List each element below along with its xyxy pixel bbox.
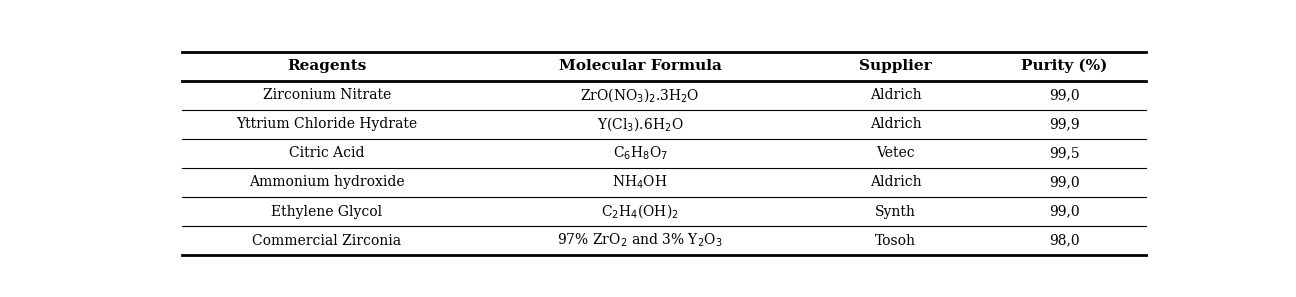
Text: Aldrich: Aldrich [870,117,921,131]
Text: Tosoh: Tosoh [875,234,916,248]
Text: C$_6$H$_8$O$_7$: C$_6$H$_8$O$_7$ [613,145,667,162]
Text: 99,0: 99,0 [1048,205,1080,219]
Text: 97% ZrO$_2$ and 3% Y$_2$O$_3$: 97% ZrO$_2$ and 3% Y$_2$O$_3$ [557,232,723,249]
Text: Ammonium hydroxide: Ammonium hydroxide [249,176,404,189]
Text: 98,0: 98,0 [1048,234,1080,248]
Text: 99,0: 99,0 [1048,176,1080,189]
Text: Yttrium Chloride Hydrate: Yttrium Chloride Hydrate [236,117,417,131]
Text: Synth: Synth [875,205,916,219]
Text: Molecular Formula: Molecular Formula [559,59,722,73]
Text: ZrO(NO$_3$)$_2$.3H$_2$O: ZrO(NO$_3$)$_2$.3H$_2$O [581,86,700,104]
Text: C$_2$H$_4$(OH)$_2$: C$_2$H$_4$(OH)$_2$ [601,203,679,220]
Text: 99,9: 99,9 [1048,117,1080,131]
Text: Reagents: Reagents [286,59,367,73]
Text: Y(Cl$_3$).6H$_2$O: Y(Cl$_3$).6H$_2$O [597,116,683,133]
Text: Aldrich: Aldrich [870,176,921,189]
Text: Aldrich: Aldrich [870,88,921,102]
Text: NH$_4$OH: NH$_4$OH [612,174,667,191]
Text: Commercial Zirconia: Commercial Zirconia [253,234,402,248]
Text: 99,5: 99,5 [1048,146,1080,160]
Text: Vetec: Vetec [876,146,915,160]
Text: Ethylene Glycol: Ethylene Glycol [271,205,382,219]
Text: Supplier: Supplier [859,59,932,73]
Text: Citric Acid: Citric Acid [289,146,364,160]
Text: 99,0: 99,0 [1048,88,1080,102]
Text: Purity (%): Purity (%) [1021,59,1108,73]
Text: Zirconium Nitrate: Zirconium Nitrate [263,88,391,102]
